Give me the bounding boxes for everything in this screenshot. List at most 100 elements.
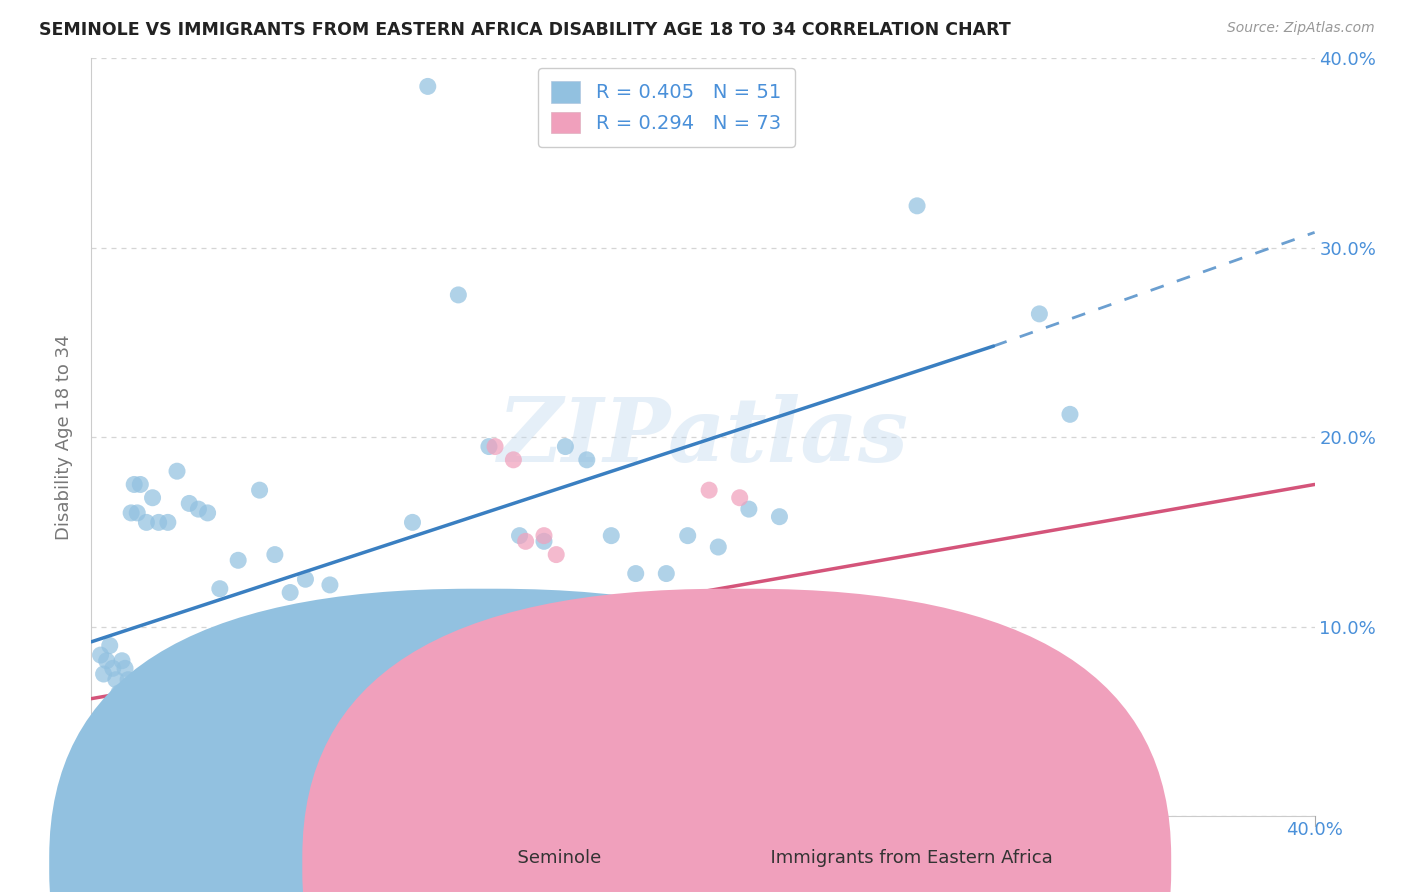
Point: [447, 654, 470, 668]
Point: [141, 718, 163, 732]
Point: [233, 673, 256, 687]
Point: [707, 540, 730, 554]
Point: [120, 506, 142, 520]
Point: [593, 642, 616, 657]
Point: [138, 705, 160, 719]
Point: [122, 477, 145, 491]
Legend: R = 0.405   N = 51, R = 0.294   N = 73: R = 0.405 N = 51, R = 0.294 N = 73: [537, 68, 794, 147]
Point: [166, 691, 188, 706]
Point: [129, 477, 152, 491]
Point: [478, 440, 501, 454]
Point: [184, 686, 207, 700]
Point: [98, 639, 121, 653]
Point: [86, 743, 108, 757]
Point: [356, 635, 378, 649]
Point: [202, 654, 225, 668]
Point: [108, 737, 131, 751]
Point: [93, 667, 115, 681]
Point: [738, 502, 761, 516]
Point: [385, 624, 409, 638]
Point: [93, 737, 115, 751]
Point: [197, 506, 219, 520]
Point: [875, 699, 898, 714]
Point: [187, 502, 209, 516]
Point: [1064, 743, 1087, 757]
Point: [111, 723, 134, 738]
Point: [340, 654, 363, 668]
Point: [120, 718, 142, 732]
Text: Immigrants from Eastern Africa: Immigrants from Eastern Africa: [759, 849, 1053, 867]
Point: [309, 642, 332, 657]
Point: [676, 615, 699, 630]
Point: [127, 819, 149, 833]
Point: [122, 730, 145, 744]
Point: [160, 667, 183, 681]
Point: [484, 440, 506, 454]
Point: [600, 528, 623, 542]
Point: [148, 516, 170, 530]
Point: [96, 654, 118, 668]
Point: [447, 288, 470, 302]
Point: [114, 661, 136, 675]
Point: [141, 491, 163, 505]
Point: [135, 813, 157, 827]
Point: [319, 578, 342, 592]
Point: [319, 654, 342, 668]
Point: [179, 496, 201, 510]
Point: [101, 661, 124, 675]
Point: [153, 680, 176, 694]
Point: [575, 452, 598, 467]
Point: [509, 528, 531, 542]
Point: [90, 718, 112, 732]
Point: [104, 673, 127, 687]
Point: [754, 605, 776, 619]
Point: [264, 661, 287, 675]
Point: [330, 691, 353, 706]
Text: Source: ZipAtlas.com: Source: ZipAtlas.com: [1227, 21, 1375, 35]
Point: [728, 491, 751, 505]
Point: [768, 509, 790, 524]
Point: [278, 648, 301, 662]
Point: [117, 673, 139, 687]
Point: [356, 673, 378, 687]
Point: [166, 464, 188, 478]
Point: [257, 654, 280, 668]
Point: [226, 553, 249, 567]
Text: Seminole: Seminole: [506, 849, 602, 867]
Point: [221, 686, 243, 700]
Y-axis label: Disability Age 18 to 34: Disability Age 18 to 34: [55, 334, 73, 540]
Point: [90, 648, 112, 662]
Point: [294, 572, 316, 586]
Point: [624, 566, 647, 581]
Point: [278, 585, 301, 599]
Point: [533, 534, 555, 549]
Point: [249, 667, 271, 681]
Point: [135, 516, 157, 530]
Point: [1059, 407, 1081, 421]
Point: [502, 452, 524, 467]
Point: [432, 673, 454, 687]
Point: [554, 440, 576, 454]
Point: [533, 528, 555, 542]
Point: [575, 615, 598, 630]
Point: [108, 686, 131, 700]
Point: [401, 516, 423, 530]
Point: [96, 748, 118, 763]
Point: [179, 673, 201, 687]
Point: [148, 686, 170, 700]
Point: [546, 548, 568, 562]
Point: [190, 667, 212, 681]
Point: [129, 737, 152, 751]
Point: [616, 654, 638, 668]
Point: [249, 483, 271, 498]
Point: [101, 730, 124, 744]
Point: [799, 642, 821, 657]
Point: [1028, 307, 1050, 321]
Point: [676, 528, 699, 542]
Point: [208, 582, 231, 596]
Point: [655, 566, 678, 581]
Point: [226, 691, 249, 706]
Point: [463, 648, 485, 662]
Point: [340, 642, 363, 657]
Point: [83, 730, 105, 744]
